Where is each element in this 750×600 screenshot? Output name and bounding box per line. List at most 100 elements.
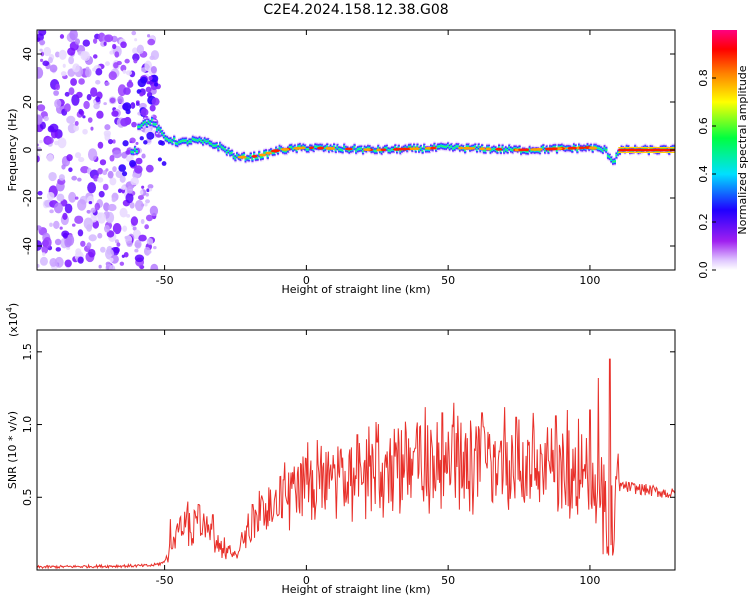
- spectrogram-ridge-cell: [179, 140, 183, 143]
- spectrogram-noise-blob: [62, 232, 68, 239]
- spectrogram-noise-blob: [77, 177, 82, 182]
- spectrogram-noise-blob: [64, 103, 71, 112]
- spectrogram-noise-blob: [108, 264, 116, 270]
- spectrogram-ridge-cell: [173, 138, 176, 140]
- spectrogram-ridge-cell: [608, 156, 611, 158]
- spectrogram-noise-blob: [40, 51, 45, 57]
- spectrogram-peak-dot: [517, 148, 527, 152]
- spectrogram-ridge-cell: [513, 147, 516, 150]
- spectrogram-ridge-cell: [253, 153, 256, 156]
- spectrogram-ridge-cell: [222, 147, 225, 149]
- spectrogram-noise-blob: [66, 115, 76, 124]
- spectrogram-ridge-cell: [377, 147, 380, 149]
- spectrogram-noise-blob: [67, 47, 76, 56]
- spectrogram-ridge-cell: [452, 147, 455, 150]
- spectrogram-ridge-cell: [299, 145, 302, 147]
- spectrogram-ridge-cell: [219, 144, 222, 146]
- spectrogram-ridge-cell: [612, 160, 615, 163]
- spectrogram-ridge-cell: [150, 119, 154, 121]
- spectrogram-peak-dot: [588, 146, 598, 150]
- spectrogram-noise-blob: [92, 38, 98, 44]
- spectrogram-noise-blob: [145, 214, 153, 222]
- spectrogram-noise-blob: [54, 140, 60, 146]
- snr-series-line: [37, 358, 675, 570]
- snr-x-label: Height of straight line (km): [281, 583, 430, 596]
- spectrogram-noise-blob: [119, 175, 126, 183]
- spectrogram-noise-blob: [97, 177, 104, 183]
- spectrogram-ridge-cell: [438, 145, 441, 148]
- spectrogram-noise-blob: [92, 67, 97, 72]
- spectrogram-ridge-cell: [561, 146, 564, 148]
- spectrogram-noise-blob: [109, 257, 114, 263]
- spectrogram-ridge-cell: [278, 147, 281, 149]
- spectrogram-peak-dot: [308, 146, 314, 150]
- spectrogram-noise-blob: [42, 60, 50, 67]
- spectrogram-noise-blob: [59, 226, 63, 230]
- spectrogram-noise-blob: [147, 38, 156, 46]
- spectrogram-ridge-cell: [419, 147, 423, 149]
- svg-text:(x104): (x104): [5, 303, 20, 337]
- snr-y-scale-label: (x104): [5, 303, 20, 337]
- spectrogram-noise-blob: [62, 63, 66, 68]
- spectrogram-noise-blob: [140, 218, 145, 225]
- spectrogram-noise-blob: [38, 140, 43, 144]
- spectrogram-ridge-cell: [259, 156, 263, 159]
- spectrogram-noise-blob: [64, 91, 70, 97]
- spectrogram-noise-blob: [145, 164, 154, 173]
- spectrogram-y-tick-label: 40: [21, 47, 34, 61]
- spectrogram-noise-blob: [138, 234, 147, 242]
- spectrogram-ridge-layer: [130, 115, 675, 167]
- spectrogram-noise-blob: [153, 246, 157, 250]
- colorbar-tick-label: 0.6: [697, 117, 710, 135]
- spectrogram-ridge-cell: [215, 144, 218, 147]
- spectrogram-noise-blob: [74, 215, 84, 224]
- spectrogram-noise-blob: [126, 240, 133, 247]
- spectrogram-noise-blob: [161, 161, 167, 166]
- spectrogram-noise-blob: [54, 256, 64, 268]
- spectrogram-ridge-cell: [498, 146, 501, 149]
- spectrogram-noise-blob: [49, 257, 58, 267]
- spectrogram-noise-blob: [86, 242, 92, 249]
- spectrogram-ridge-cell: [576, 149, 579, 151]
- spectrogram-noise-blob: [140, 108, 149, 117]
- spectrogram-peak-dot: [265, 151, 273, 155]
- spectrogram-noise-blob: [72, 63, 80, 73]
- spectrogram-ridge-cell: [399, 150, 402, 152]
- snr-y-tick-label: 1.5: [21, 343, 34, 361]
- spectrogram-ridge-cell: [360, 147, 363, 150]
- spectrogram-noise-blob: [83, 217, 93, 230]
- colorbar-tick-label: 0.2: [697, 213, 710, 231]
- spectrogram-ridge-cell: [334, 149, 337, 151]
- spectrogram-ridge-cell: [423, 145, 426, 148]
- spectrogram-ridge-cell: [213, 144, 217, 147]
- spectrogram-noise-blob: [49, 222, 53, 227]
- spectrogram-ridge-cell: [271, 152, 274, 154]
- spectrogram-noise-blob: [53, 202, 63, 214]
- snr-y-scale-exp: 4: [5, 307, 14, 312]
- spectrogram-ridge-cell: [528, 148, 531, 150]
- spectrogram-peak-dot: [479, 147, 486, 151]
- spectrogram-noise-blob: [55, 247, 62, 252]
- spectrogram-ridge-cell: [185, 139, 188, 142]
- spectrogram-ridge-cell: [251, 158, 254, 160]
- spectrogram-noise-blob: [139, 189, 144, 195]
- spectrogram-ridge-cell: [509, 148, 513, 151]
- snr-frame: [36, 329, 676, 571]
- spectrogram-noise-blob: [48, 171, 57, 182]
- spectrogram-ridge-cell: [166, 138, 169, 140]
- spectrogram-noise-blob: [123, 87, 131, 95]
- spectrogram-ridge-cell: [285, 150, 288, 152]
- colorbar-tick-label: 0.8: [697, 69, 710, 87]
- spectrogram-noise-blob: [68, 167, 73, 173]
- spectrogram-ridge-cell: [543, 149, 547, 152]
- spectrogram-ridge-cell: [520, 151, 523, 153]
- spectrogram-noise-blob: [107, 203, 117, 212]
- spectrogram-noise-blob: [68, 191, 77, 203]
- spectrogram-ridge-cell: [649, 147, 652, 150]
- spectrogram-x-tick-label: 100: [579, 274, 600, 287]
- spectrogram-noise-blob: [125, 149, 131, 155]
- spectrogram-noise-blob: [109, 177, 117, 186]
- spectrogram-ridge-cell: [526, 150, 530, 153]
- spectrogram-noise-blob: [64, 238, 72, 248]
- spectrogram-noise-blob: [137, 195, 145, 200]
